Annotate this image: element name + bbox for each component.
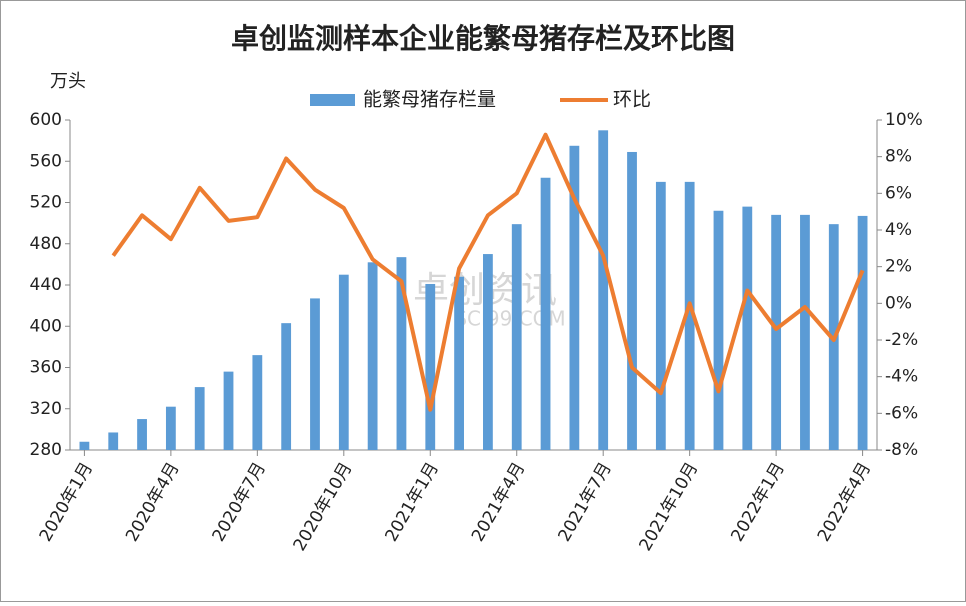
- legend-label: 环比: [613, 89, 651, 111]
- y-tick-label: 280: [30, 440, 62, 460]
- y-tick-label: 520: [30, 193, 62, 213]
- bar: [108, 432, 119, 450]
- bar: [252, 355, 263, 450]
- y2-tick-label: 10%: [885, 110, 923, 130]
- bar: [857, 215, 868, 450]
- bar: [165, 406, 176, 450]
- bar: [79, 441, 90, 450]
- y2-tick-label: -6%: [885, 403, 918, 423]
- bar: [800, 214, 810, 450]
- bar: [655, 181, 666, 450]
- bar: [598, 130, 609, 450]
- bar: [338, 274, 349, 450]
- bar: [627, 151, 637, 450]
- bar: [367, 262, 378, 450]
- y2-tick-label: -4%: [885, 367, 918, 387]
- y-tick-label: 440: [30, 275, 62, 295]
- bar: [684, 181, 695, 450]
- bar: [511, 224, 522, 450]
- y2-tick-label: 2%: [885, 257, 912, 277]
- y-tick-label: 560: [30, 151, 62, 171]
- y2-tick-label: 0%: [885, 293, 912, 313]
- y-tick-label: 360: [30, 358, 62, 378]
- y-tick-label: 600: [30, 110, 62, 130]
- bar: [223, 371, 234, 450]
- bar: [194, 387, 205, 450]
- y2-tick-label: 6%: [885, 183, 912, 203]
- y-tick-label: 320: [30, 399, 62, 419]
- legend-swatch: [310, 94, 355, 106]
- chart-title: 卓创监测样本企业能繁母猪存栏及环比图: [231, 22, 735, 55]
- bar: [540, 177, 551, 450]
- legend-label: 能繁母猪存栏量: [363, 89, 496, 111]
- bar: [454, 276, 464, 450]
- bar: [396, 257, 407, 450]
- bar: [483, 254, 493, 450]
- line: [111, 132, 865, 412]
- y-axis-label: 万头: [50, 71, 86, 92]
- bar: [137, 419, 147, 450]
- bar: [771, 214, 782, 450]
- y-tick-label: 480: [30, 234, 62, 254]
- bar: [713, 210, 724, 450]
- y2-tick-label: -8%: [885, 440, 918, 460]
- bar: [425, 283, 436, 450]
- bar: [281, 323, 292, 450]
- y2-tick-label: -2%: [885, 330, 918, 350]
- bar: [310, 298, 320, 450]
- y-tick-label: 400: [30, 316, 62, 336]
- bar: [742, 206, 753, 450]
- bar: [569, 145, 580, 450]
- y2-tick-label: 8%: [885, 147, 912, 167]
- y2-tick-label: 4%: [885, 220, 912, 240]
